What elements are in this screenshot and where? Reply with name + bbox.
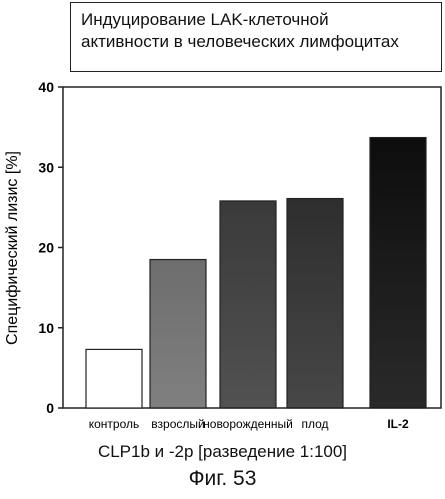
chart-labels: контроль взрослыйноворожденный плод IL-2 (89, 417, 409, 431)
y-tick-label: 20 (38, 240, 54, 256)
bar-5 (370, 138, 426, 408)
bar-1 (86, 349, 142, 408)
bar-3 (220, 201, 276, 408)
figure-caption: Фиг. 53 (0, 467, 445, 491)
x-tick-label: IL-2 (387, 417, 409, 431)
y-tick-label: 40 (38, 79, 54, 95)
x-axis-label: CLP1b и -2p [разведение 1:100] (0, 442, 445, 462)
x-tick-label: новорожденный (203, 417, 293, 431)
bar-2 (150, 260, 206, 408)
y-tick-label: 30 (38, 159, 54, 175)
y-tick-label: 10 (38, 320, 54, 336)
y-axis-label: Специфический лизис [%] (4, 151, 21, 345)
x-tick-label: взрослый (151, 417, 204, 431)
x-tick-label: плод (301, 417, 328, 431)
bar-4 (287, 199, 343, 408)
y-tick-label: 0 (46, 400, 54, 416)
chart-bars (86, 138, 426, 408)
x-tick-label: контроль (89, 417, 140, 431)
